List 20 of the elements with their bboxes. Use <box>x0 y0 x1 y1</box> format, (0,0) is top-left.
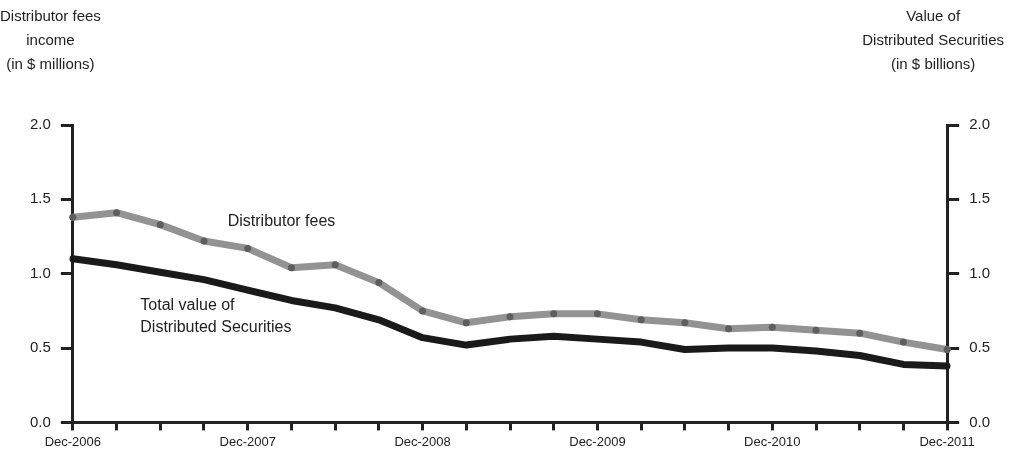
y-tick-label: 0.0 <box>29 412 51 430</box>
y2-tick-label: 0.5 <box>969 338 991 356</box>
series-label: Distributor fees <box>227 212 336 230</box>
x-tick-label: Dec-2006 <box>44 433 102 449</box>
y2-axis-title: Value of Distributed Securities (in $ billions) <box>862 6 1004 74</box>
y-tick-label: 0.5 <box>29 338 51 356</box>
y2-tick-label: 2.0 <box>969 115 991 133</box>
y-tick-label: 1.0 <box>29 263 51 281</box>
y2-tick-label: 1.5 <box>969 189 991 207</box>
y2-tick-label: 1.0 <box>969 263 991 281</box>
x-tick-label: Dec-2009 <box>569 433 626 449</box>
y-tick-label: 2.0 <box>29 115 51 133</box>
series-label: Total value of Distributed Securities <box>140 296 292 336</box>
x-tick-label: Dec-2010 <box>744 433 801 449</box>
x-tick-label: Dec-2011 <box>919 433 975 449</box>
y-axis-title: Distributor fees income (in $ millions) <box>0 6 101 74</box>
x-tick-label: Dec-2008 <box>394 433 451 449</box>
y-tick-label: 1.5 <box>29 189 51 207</box>
x-tick-label: Dec-2007 <box>219 433 276 449</box>
y2-tick-label: 0.0 <box>969 412 991 430</box>
